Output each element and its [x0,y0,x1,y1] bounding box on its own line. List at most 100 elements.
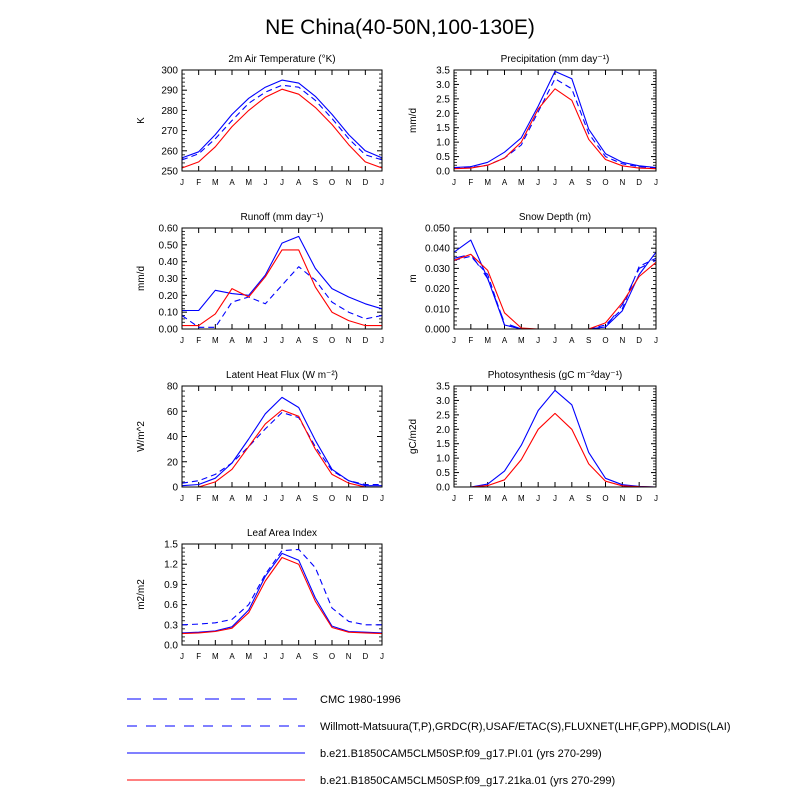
y-tick-label: 0.30 [159,274,179,285]
x-tick-label: M [518,494,525,503]
y-axis-label: K [136,117,147,124]
series-line-pi-01 [454,389,657,488]
x-tick-label: A [229,178,235,187]
x-tick-label: J [180,336,184,345]
x-tick-label: O [329,494,335,503]
x-tick-label: F [468,178,473,187]
panel-title: 2m Air Temperature (°K) [228,54,335,65]
plot-frame [453,69,657,172]
series-line-21ka-01 [181,556,383,635]
series-line-willmott-matsuura [453,78,657,169]
y-tick-label: 3.5 [436,382,450,393]
y-axis-label: m2/m2 [136,579,147,610]
x-tick-label: J [536,178,540,187]
x-tick-label: M [245,336,252,345]
x-tick-label: N [346,178,352,187]
x-tick-label: A [229,652,235,661]
chart-panel-3: Runoff (mm day⁻¹)mm/dJ F M A M J J A S O N D J0.000.… [136,212,384,345]
y-tick-label: 250 [161,167,178,178]
x-tick-label: J [263,336,267,345]
y-tick-label: 0.6 [164,600,178,611]
x-tick-label: J [654,494,658,503]
plot-frame [181,543,383,646]
x-tick-label: J [452,178,456,187]
x-tick-label: M [212,494,219,503]
y-tick-label: 3.0 [436,80,450,91]
x-tick-label: A [502,178,508,187]
y-axis-label: W/m^2 [136,421,147,452]
y-tick-label: 0.20 [159,291,179,302]
x-tick-label: J [263,652,267,661]
x-tick-label: N [619,336,625,345]
y-tick-label: 3.5 [436,66,450,77]
y-tick-label: 1.0 [436,454,450,465]
y-tick-label: 0.50 [159,240,179,251]
y-tick-label: 0.00 [159,325,179,336]
x-tick-label: O [329,336,335,345]
plot-frame [181,385,383,488]
y-tick-label: 0.60 [159,224,179,235]
x-tick-label: M [212,336,219,345]
panel-title: Photosynthesis (gC m⁻²day⁻¹) [488,370,623,381]
x-tick-label: M [518,336,525,345]
x-tick-label: J [380,178,384,187]
x-tick-label: J [553,336,557,345]
panel-title: Runoff (mm day⁻¹) [241,212,324,223]
y-tick-label: 60 [167,407,179,418]
x-tick-label: J [553,494,557,503]
x-tick-label: A [569,178,575,187]
x-tick-label: S [586,178,591,187]
y-tick-label: 2.5 [436,410,450,421]
x-tick-label: D [362,652,368,661]
y-tick-label: 1.0 [436,138,450,149]
x-tick-label: D [362,178,368,187]
x-tick-label: O [602,336,608,345]
x-tick-label: J [452,494,456,503]
x-tick-label: J [280,178,284,187]
series-line-21ka-01 [182,249,382,327]
series-line-pi-01 [453,239,657,330]
x-tick-label: M [212,652,219,661]
y-tick-label: 280 [161,106,178,117]
x-tick-label: J [452,336,456,345]
x-tick-label: J [654,178,658,187]
x-tick-label: J [380,336,384,345]
x-tick-label: O [329,178,335,187]
y-tick-label: 0.10 [159,308,179,319]
x-tick-label: J [180,652,184,661]
series-line-pi-01 [181,79,383,159]
series-line-pi-01 [181,396,382,487]
x-tick-label: N [346,652,352,661]
x-tick-label: M [245,652,252,661]
series-line-21ka-01 [182,409,382,488]
y-tick-label: 2.5 [436,94,450,105]
y-tick-label: 3.0 [436,396,450,407]
y-tick-label: 1.2 [164,560,178,571]
y-tick-label: 0.020 [425,284,450,295]
x-tick-label: J [280,494,284,503]
y-tick-label: 0.030 [425,264,450,275]
series-line-pi-01 [453,70,657,169]
plot-frame [453,227,657,330]
x-tick-label: S [313,336,318,345]
y-tick-label: 2.0 [436,425,450,436]
x-tick-label: N [346,494,352,503]
x-tick-label: J [263,178,267,187]
chart-panel-1: 2m Air Temperature (°K)KJ F M A M J J A S O N D J250… [136,54,384,187]
y-tick-label: 270 [161,126,178,137]
x-tick-label: F [468,336,473,345]
x-tick-label: A [296,494,302,503]
series-line-pi-01 [182,235,383,312]
y-tick-label: 1.5 [436,123,450,134]
figure-title: NE China(40-50N,100-130E) [265,16,535,39]
x-tick-label: M [484,178,491,187]
series-line-21ka-01 [453,253,657,330]
legend-label-2: Willmott-Matsuura(T,P),GRDC(R),USAF/ETAC… [320,721,731,733]
x-tick-label: M [245,178,252,187]
series-line-willmott-matsuura [181,84,383,161]
y-tick-label: 0.0 [164,641,178,652]
panel-title: Latent Heat Flux (W m⁻²) [226,370,338,381]
x-tick-label: A [569,494,575,503]
x-tick-label: S [313,178,318,187]
chart-panel-5: Latent Heat Flux (W m⁻²) W/m^2 J F M A M J J A S O N… [136,370,384,503]
